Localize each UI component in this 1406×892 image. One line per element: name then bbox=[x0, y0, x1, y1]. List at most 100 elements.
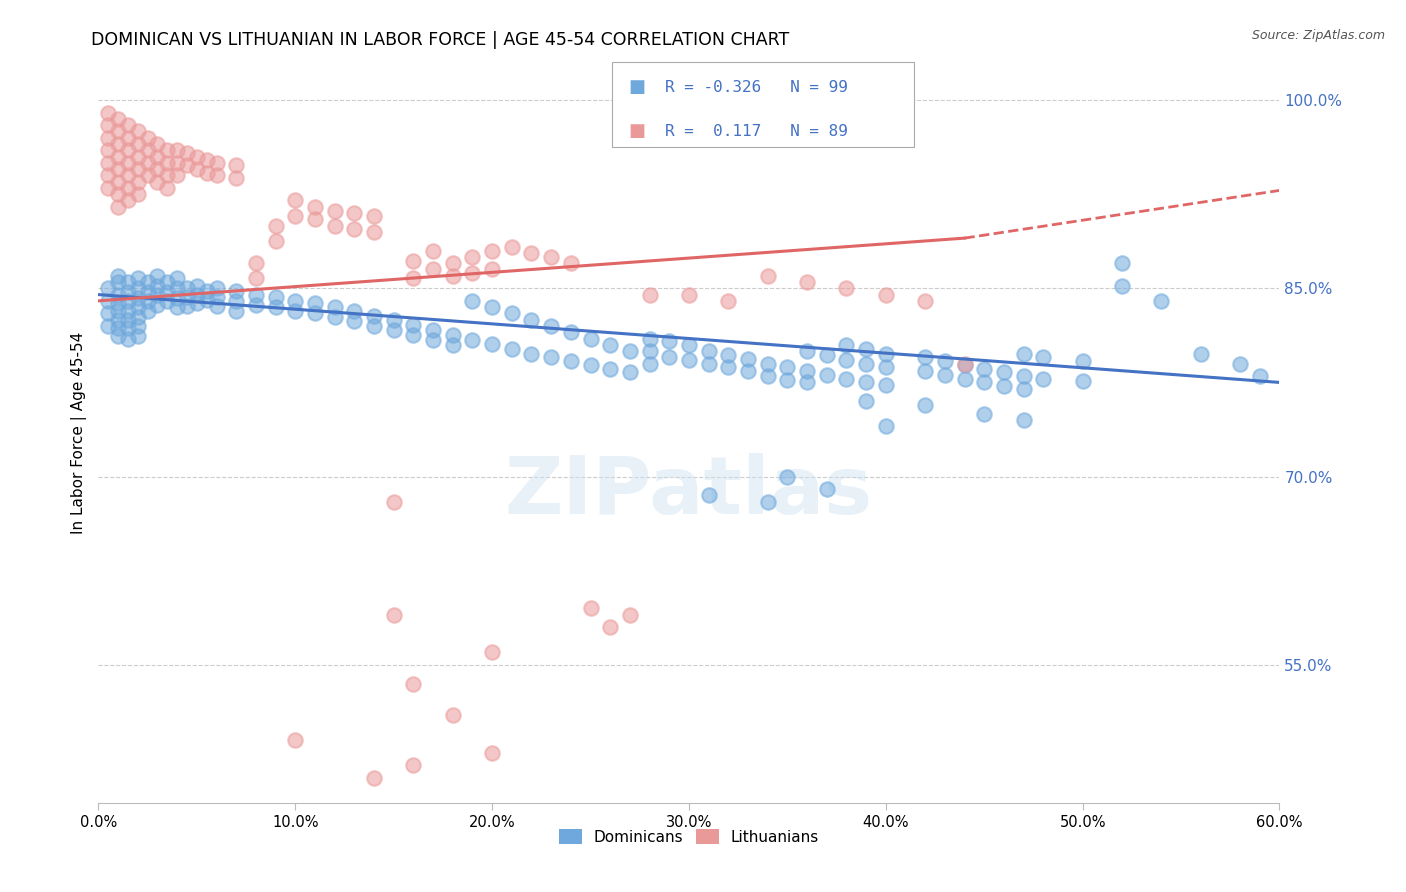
Point bbox=[382, 312, 405, 326]
Point bbox=[953, 372, 976, 386]
Point bbox=[97, 143, 120, 157]
Point bbox=[382, 494, 405, 508]
Point bbox=[422, 323, 444, 337]
Point bbox=[107, 312, 129, 326]
Point bbox=[146, 150, 169, 164]
Point bbox=[776, 469, 799, 483]
Point bbox=[875, 346, 897, 360]
Point bbox=[176, 290, 198, 304]
Point bbox=[717, 360, 740, 375]
Point bbox=[796, 364, 818, 378]
Point bbox=[97, 281, 120, 295]
Point bbox=[156, 275, 179, 289]
Point bbox=[156, 169, 179, 183]
Point bbox=[481, 746, 503, 760]
Point bbox=[363, 318, 385, 333]
Point bbox=[737, 364, 759, 378]
Point bbox=[107, 200, 129, 214]
Point bbox=[481, 645, 503, 659]
Point bbox=[382, 323, 405, 337]
Point bbox=[441, 327, 464, 342]
Point bbox=[176, 158, 198, 172]
Point bbox=[127, 329, 149, 343]
Point bbox=[107, 112, 129, 126]
Point bbox=[136, 285, 159, 299]
Point bbox=[875, 378, 897, 392]
Point bbox=[156, 143, 179, 157]
Point bbox=[117, 293, 139, 308]
Point bbox=[225, 284, 247, 298]
Point bbox=[225, 293, 247, 308]
Y-axis label: In Labor Force | Age 45-54: In Labor Force | Age 45-54 bbox=[72, 332, 87, 533]
Point bbox=[835, 338, 858, 352]
Point bbox=[835, 281, 858, 295]
Point bbox=[136, 143, 159, 157]
Point bbox=[117, 275, 139, 289]
Point bbox=[146, 175, 169, 189]
Point bbox=[97, 306, 120, 320]
Point bbox=[136, 169, 159, 183]
Point bbox=[146, 278, 169, 293]
Point bbox=[245, 271, 267, 285]
Point bbox=[697, 488, 720, 502]
Text: R =  0.117   N = 89: R = 0.117 N = 89 bbox=[665, 124, 848, 138]
Point bbox=[97, 318, 120, 333]
Point bbox=[136, 130, 159, 145]
Point bbox=[107, 296, 129, 310]
Point bbox=[855, 376, 877, 390]
Point bbox=[953, 357, 976, 371]
Point bbox=[422, 333, 444, 347]
Point bbox=[520, 246, 543, 260]
Point bbox=[195, 293, 218, 307]
Point bbox=[678, 352, 700, 367]
Point bbox=[117, 194, 139, 208]
Point bbox=[97, 293, 120, 308]
Point bbox=[107, 162, 129, 177]
Point bbox=[402, 758, 425, 772]
Point bbox=[796, 344, 818, 359]
Text: ZIPatlas: ZIPatlas bbox=[505, 453, 873, 531]
Point bbox=[117, 312, 139, 326]
Point bbox=[560, 256, 582, 270]
Point bbox=[1032, 372, 1054, 386]
Point bbox=[205, 156, 228, 170]
Point bbox=[176, 281, 198, 295]
Point bbox=[1111, 256, 1133, 270]
Point bbox=[127, 318, 149, 333]
Point bbox=[1150, 293, 1173, 308]
Point bbox=[363, 225, 385, 239]
Point bbox=[245, 298, 267, 312]
Point bbox=[875, 287, 897, 301]
Point bbox=[501, 342, 523, 356]
Point bbox=[117, 143, 139, 157]
Point bbox=[186, 278, 208, 293]
Point bbox=[914, 293, 936, 308]
Point bbox=[304, 212, 326, 227]
Point bbox=[402, 271, 425, 285]
Point bbox=[195, 284, 218, 298]
Point bbox=[264, 300, 287, 314]
Point bbox=[127, 291, 149, 305]
Point bbox=[107, 268, 129, 283]
Point bbox=[136, 304, 159, 318]
Point bbox=[343, 206, 366, 220]
Point bbox=[678, 287, 700, 301]
Point bbox=[323, 219, 346, 233]
Point bbox=[619, 607, 641, 622]
Point bbox=[186, 287, 208, 301]
Point bbox=[97, 130, 120, 145]
Point bbox=[697, 344, 720, 359]
Point bbox=[619, 344, 641, 359]
Text: Source: ZipAtlas.com: Source: ZipAtlas.com bbox=[1251, 29, 1385, 42]
Point bbox=[225, 304, 247, 318]
Point bbox=[382, 607, 405, 622]
Point bbox=[914, 398, 936, 412]
Point bbox=[402, 327, 425, 342]
Point bbox=[127, 124, 149, 138]
Point bbox=[156, 285, 179, 299]
Point bbox=[323, 300, 346, 314]
Point bbox=[343, 222, 366, 236]
Point bbox=[107, 287, 129, 301]
Point bbox=[166, 300, 188, 314]
Point bbox=[146, 287, 169, 301]
